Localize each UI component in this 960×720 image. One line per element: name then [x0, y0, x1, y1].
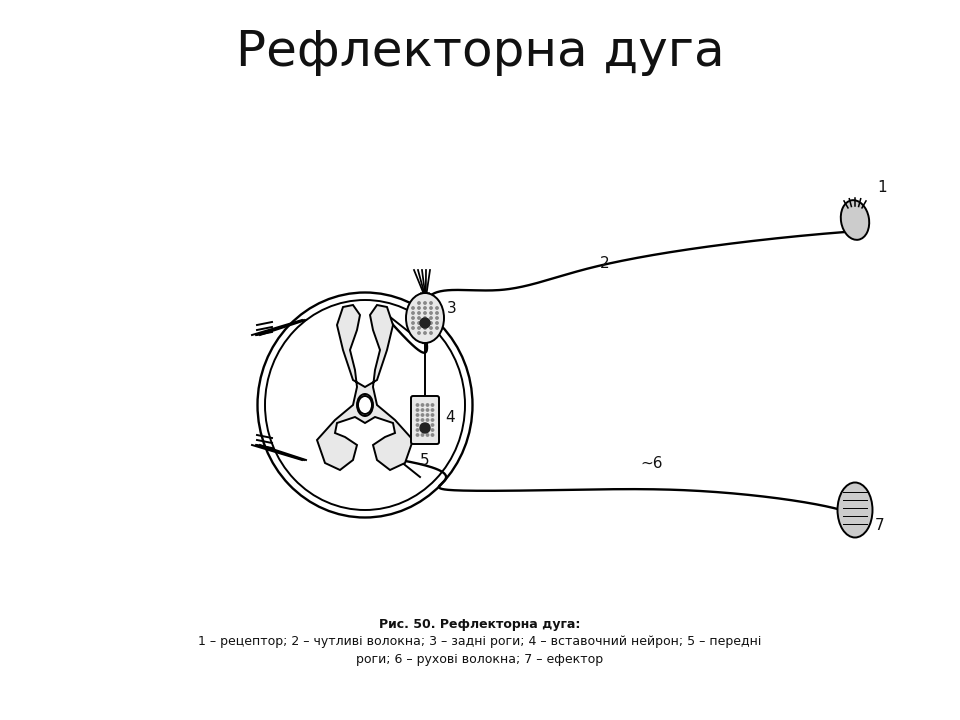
Text: 1: 1 [877, 180, 887, 195]
Circle shape [417, 404, 419, 406]
Ellipse shape [358, 396, 372, 414]
Circle shape [431, 419, 434, 421]
Polygon shape [317, 305, 413, 470]
Circle shape [426, 414, 429, 416]
Circle shape [426, 404, 429, 406]
Circle shape [417, 424, 419, 426]
Circle shape [423, 307, 426, 309]
Circle shape [426, 419, 429, 421]
Circle shape [431, 429, 434, 431]
Circle shape [418, 327, 420, 329]
Circle shape [436, 317, 438, 319]
Circle shape [420, 423, 430, 433]
Circle shape [423, 332, 426, 334]
Text: Рис. 50. Рефлекторна дуга:: Рис. 50. Рефлекторна дуга: [379, 618, 581, 631]
Text: Рефлекторна дуга: Рефлекторна дуга [236, 28, 724, 76]
Circle shape [436, 307, 438, 309]
Circle shape [426, 433, 429, 436]
Circle shape [436, 327, 438, 329]
Circle shape [421, 433, 423, 436]
Text: 3: 3 [447, 301, 457, 316]
Circle shape [431, 404, 434, 406]
Circle shape [430, 312, 432, 314]
Circle shape [423, 327, 426, 329]
Circle shape [430, 307, 432, 309]
Circle shape [430, 327, 432, 329]
Circle shape [412, 312, 414, 314]
Circle shape [421, 414, 423, 416]
Circle shape [436, 312, 438, 314]
Circle shape [412, 327, 414, 329]
Circle shape [418, 302, 420, 304]
Circle shape [430, 322, 432, 324]
Circle shape [436, 322, 438, 324]
Text: 4: 4 [445, 410, 455, 425]
Circle shape [431, 409, 434, 411]
Circle shape [418, 322, 420, 324]
Circle shape [430, 302, 432, 304]
Circle shape [418, 332, 420, 334]
Circle shape [418, 317, 420, 319]
Circle shape [418, 307, 420, 309]
Circle shape [417, 433, 419, 436]
Circle shape [421, 424, 423, 426]
Circle shape [421, 429, 423, 431]
Circle shape [426, 429, 429, 431]
Circle shape [423, 322, 426, 324]
Ellipse shape [837, 482, 873, 538]
Circle shape [430, 332, 432, 334]
Circle shape [421, 404, 423, 406]
Circle shape [418, 312, 420, 314]
Circle shape [417, 414, 419, 416]
Ellipse shape [357, 394, 373, 416]
Ellipse shape [406, 293, 444, 343]
Text: 1 – рецептор; 2 – чутливі волокна; 3 – задні роги; 4 – вставочний нейрон; 5 – пе: 1 – рецептор; 2 – чутливі волокна; 3 – з… [199, 635, 761, 666]
Circle shape [423, 302, 426, 304]
Circle shape [426, 409, 429, 411]
Circle shape [431, 433, 434, 436]
Circle shape [431, 414, 434, 416]
Text: 5: 5 [420, 453, 430, 468]
Circle shape [431, 424, 434, 426]
Circle shape [412, 307, 414, 309]
Circle shape [417, 419, 419, 421]
Circle shape [412, 317, 414, 319]
Circle shape [417, 429, 419, 431]
Text: 2: 2 [600, 256, 610, 271]
Circle shape [420, 318, 430, 328]
Circle shape [421, 409, 423, 411]
Text: 7: 7 [875, 518, 884, 533]
Circle shape [421, 419, 423, 421]
Circle shape [426, 424, 429, 426]
Ellipse shape [841, 200, 869, 240]
Circle shape [430, 317, 432, 319]
Text: ~6: ~6 [640, 456, 662, 471]
Circle shape [423, 312, 426, 314]
Circle shape [423, 317, 426, 319]
FancyBboxPatch shape [411, 396, 439, 444]
Circle shape [412, 322, 414, 324]
Circle shape [417, 409, 419, 411]
